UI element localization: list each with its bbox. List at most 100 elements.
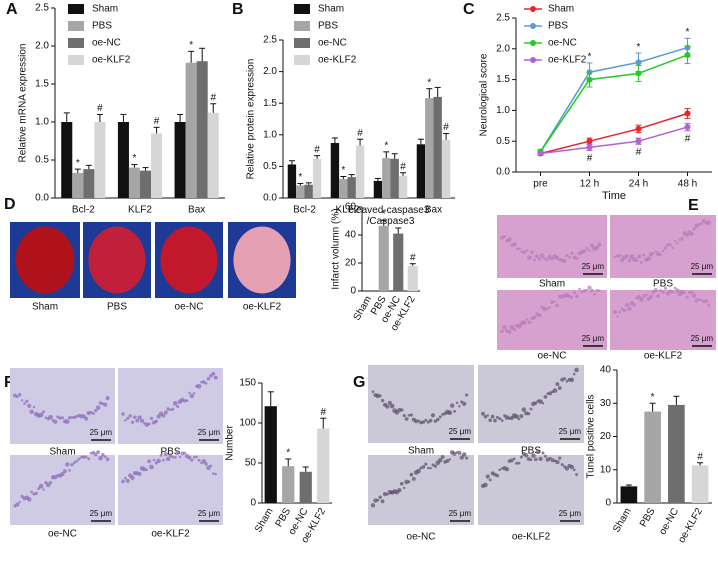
y-tick-label: 1.5 (35, 79, 49, 90)
cell (103, 402, 108, 407)
cell (168, 453, 173, 458)
cell (616, 314, 619, 318)
legend-label: oe-NC (92, 38, 121, 49)
cell (673, 239, 677, 243)
x-tick-label: Bcl-2 (293, 205, 316, 216)
image-caption: oe-NC (538, 351, 567, 362)
point (586, 76, 593, 83)
cell (555, 382, 560, 387)
significance-mark: * (298, 172, 302, 183)
cell (30, 490, 34, 494)
micrograph (497, 290, 607, 350)
cell (124, 418, 127, 422)
cell (409, 472, 414, 477)
cell (437, 458, 443, 463)
image-caption: oe-KLF2 (243, 302, 282, 313)
cell (25, 399, 29, 403)
cell (500, 419, 504, 423)
x-tick-label: KLF2 (336, 205, 360, 216)
image-caption: PBS (160, 447, 180, 458)
cell (459, 455, 464, 460)
cell (204, 381, 208, 385)
micrograph (478, 365, 584, 443)
cell (399, 481, 404, 486)
x-tick-label: Sham (253, 506, 276, 534)
cell (404, 417, 409, 421)
y-tick-label: 10 (600, 464, 612, 475)
cell (60, 416, 65, 420)
legend-marker (530, 40, 536, 46)
cell (659, 253, 662, 257)
cell (668, 243, 672, 247)
cell (587, 285, 592, 290)
cell (503, 234, 506, 238)
bar (416, 144, 426, 198)
cell (62, 469, 67, 474)
y-tick-label: 1.0 (35, 117, 49, 128)
cell (64, 419, 70, 424)
series-line (540, 126, 688, 155)
cell (555, 303, 559, 308)
cell (575, 473, 579, 477)
x-tick-label: pre (533, 179, 548, 190)
cell (438, 415, 442, 419)
y-axis-label: Relative protein expression (246, 59, 257, 180)
cell (171, 455, 175, 459)
image-caption: oe-NC (175, 302, 204, 313)
cell (53, 419, 58, 424)
legend-swatch (294, 4, 310, 14)
cell (519, 455, 523, 459)
y-tick-label: 2.5 (35, 3, 49, 14)
cell (663, 286, 668, 290)
cell (525, 249, 529, 252)
bar (196, 61, 208, 199)
cell (519, 414, 524, 419)
cell (707, 303, 711, 307)
bar (339, 179, 348, 198)
cell (428, 418, 433, 423)
cell (23, 402, 26, 405)
cell (424, 462, 428, 466)
cell (512, 327, 517, 332)
cell (488, 478, 492, 482)
cell (147, 459, 152, 464)
cell (121, 412, 125, 416)
cell (137, 415, 142, 420)
legend-marker (530, 23, 536, 29)
y-tick-label: 0 (250, 498, 256, 509)
legend-label: oe-KLF2 (318, 55, 357, 66)
brain-slice (233, 226, 291, 294)
cell (197, 458, 201, 462)
bar (668, 404, 685, 503)
image-caption: oe-NC (48, 529, 77, 540)
cell (84, 455, 88, 459)
cell (527, 255, 532, 260)
cell (534, 457, 538, 462)
scale-bar-label: 25 μm (449, 509, 472, 518)
cell (126, 416, 130, 420)
cell (70, 415, 74, 419)
cell (187, 455, 192, 460)
x-tick-label: Bax (188, 205, 205, 216)
cell (149, 464, 154, 470)
x-axis-label: Time (602, 190, 626, 202)
cell (156, 414, 161, 419)
cell (380, 499, 385, 504)
cell (545, 307, 549, 311)
cell (498, 468, 502, 472)
cell (70, 463, 74, 467)
bar (441, 139, 451, 198)
y-tick-label: 1.5 (263, 98, 277, 109)
cell (98, 455, 103, 461)
cell (575, 294, 579, 299)
image-caption: PBS (107, 302, 127, 313)
bar (61, 122, 73, 198)
cell (189, 393, 195, 399)
bar (644, 411, 661, 503)
image-caption: oe-NC (407, 532, 436, 543)
cell (93, 452, 98, 457)
cell (533, 258, 536, 262)
cell (548, 306, 551, 309)
significance-mark: # (210, 92, 216, 103)
significance-mark: * (651, 392, 655, 403)
